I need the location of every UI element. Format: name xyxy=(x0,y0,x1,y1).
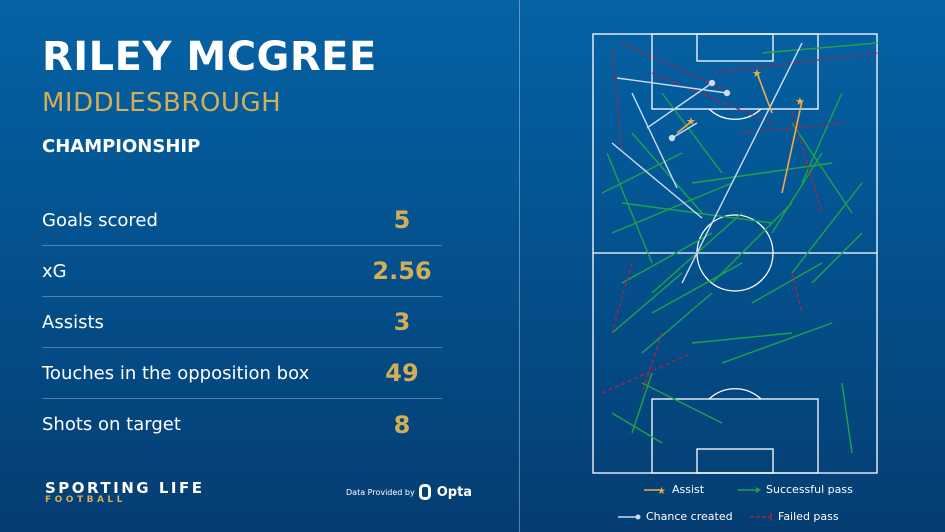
svg-text:★: ★ xyxy=(795,95,805,108)
stat-row-shots-on-target: Shots on target 8 xyxy=(42,399,442,450)
competition-name: CHAMPIONSHIP xyxy=(42,136,201,157)
legend-chance-created-label: Chance created xyxy=(646,510,733,523)
stat-label: Goals scored xyxy=(42,209,158,231)
brand-main: SPORTING LIFE xyxy=(45,479,205,497)
stat-row-box-touches: Touches in the opposition box 49 xyxy=(42,348,442,399)
stat-row-xg: xG 2.56 xyxy=(42,246,442,297)
stat-value: 49 xyxy=(385,359,419,387)
opta-logo-icon xyxy=(418,484,431,500)
stat-value: 3 xyxy=(393,308,411,336)
stat-value: 2.56 xyxy=(372,257,432,285)
club-name: MIDDLESBROUGH xyxy=(42,88,282,118)
legend-successful-pass-label: Successful pass xyxy=(766,483,853,496)
assists: ★ ★ ★ xyxy=(676,67,805,194)
svg-text:★: ★ xyxy=(686,115,696,128)
stat-label: Assists xyxy=(42,311,104,333)
chance-line-dot-icon xyxy=(618,514,641,519)
brand-sub: FOOTBALL xyxy=(45,495,126,505)
stat-value: 8 xyxy=(393,410,411,439)
data-provider: Data Provided by Opta xyxy=(346,484,472,500)
provider-text: Data Provided by xyxy=(346,487,415,497)
chances-created xyxy=(611,42,803,284)
legend-assist: ★ Assist xyxy=(644,483,704,496)
legend-successful-pass: Successful pass xyxy=(738,483,853,496)
svg-text:★: ★ xyxy=(657,486,666,495)
provider-name: Opta xyxy=(436,484,473,500)
stat-label: Shots on target xyxy=(42,414,181,435)
legend-chance-created: Chance created xyxy=(618,510,733,523)
green-arrow-icon xyxy=(738,486,761,493)
stat-row-assists: Assists 3 xyxy=(42,297,442,348)
successful-passes xyxy=(601,42,878,454)
red-dashed-line-icon xyxy=(750,512,772,521)
svg-text:★: ★ xyxy=(752,67,762,80)
stat-row-goals: Goals scored 5 xyxy=(42,195,442,246)
stat-value: 5 xyxy=(393,206,411,234)
panel-divider xyxy=(519,0,520,532)
legend-failed-pass-label: Failed pass xyxy=(778,510,839,523)
legend-assist-label: Assist xyxy=(672,483,705,496)
legend-failed-pass: Failed pass xyxy=(750,510,839,523)
stat-label: xG xyxy=(42,260,67,282)
assist-star-icon: ★ xyxy=(644,486,666,495)
stat-label: Touches in the opposition box xyxy=(42,362,310,384)
pass-map-pitch: ★ ★ ★ xyxy=(592,33,878,474)
stats-table: Goals scored 5 xG 2.56 Assists 3 Touches… xyxy=(42,195,442,450)
sporting-life-logo: SPORTING LIFE FOOTBALL xyxy=(45,479,204,505)
player-name: RILEY MCGREE xyxy=(42,34,377,80)
